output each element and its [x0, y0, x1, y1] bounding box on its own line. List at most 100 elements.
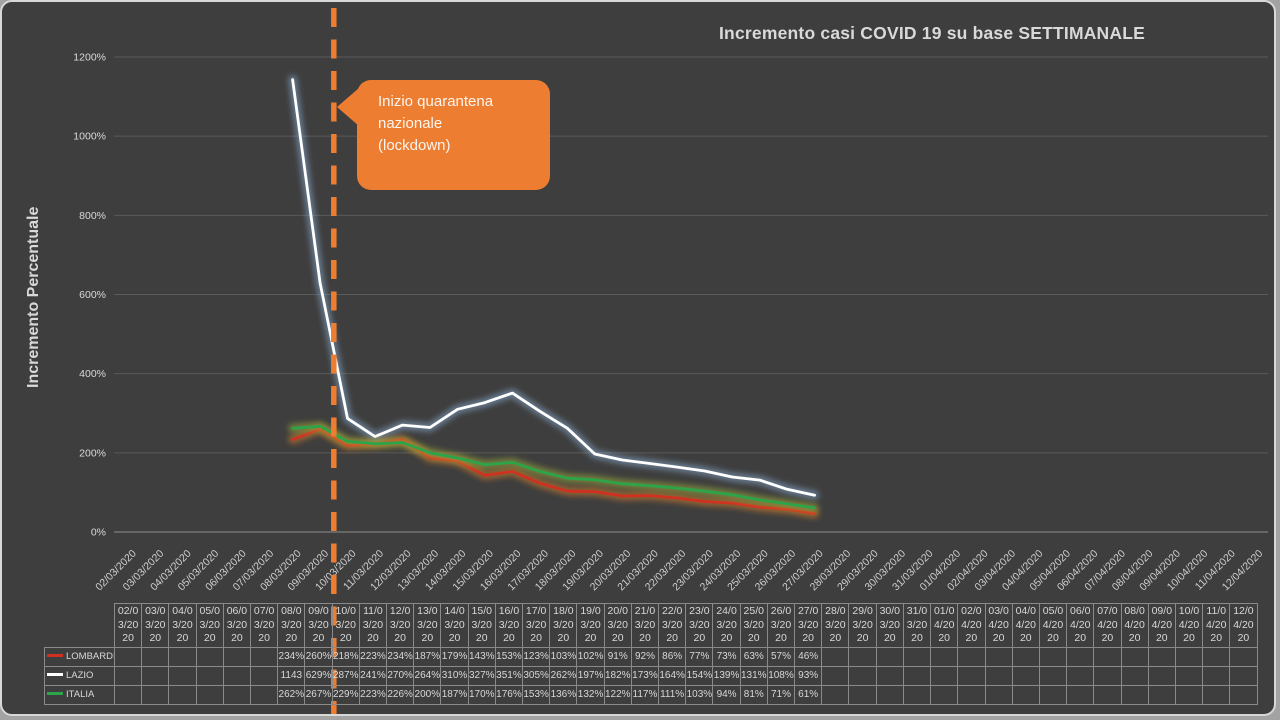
- table-value-cell: [1120, 684, 1149, 705]
- x-tick-label: 07/04/2020: [1082, 548, 1128, 594]
- table-value-cell: 93%: [794, 665, 823, 686]
- table-row-lazio: LAZIO 1143 629% 287% 241% 270% 264% 310% 327% 351…: [44, 665, 1258, 686]
- table-date-header: 31/03/2020: [902, 603, 932, 648]
- table-date-header: 15/03/2020: [467, 603, 496, 648]
- table-value-cell: 103%: [549, 646, 578, 667]
- table-value-cell: [957, 665, 986, 686]
- table-value-cell: 262%: [549, 665, 578, 686]
- table-value-cell: 173%: [630, 665, 660, 686]
- table-value-cell: [222, 684, 252, 705]
- table-value-cell: 77%: [685, 646, 714, 667]
- table-value-cell: [902, 684, 932, 705]
- table-value-cell: [141, 646, 170, 667]
- table-date-header: 17/03/2020: [522, 603, 551, 648]
- table-value-cell: [848, 665, 877, 686]
- table-value-cell: 153%: [494, 646, 524, 667]
- table-value-cell: 327%: [467, 665, 496, 686]
- table-value-cell: 154%: [685, 665, 714, 686]
- table-date-header: 13/03/2020: [413, 603, 442, 648]
- table-date-header: 16/03/2020: [494, 603, 524, 648]
- table-value-cell: 103%: [685, 684, 714, 705]
- table-date-header: 05/04/2020: [1038, 603, 1068, 648]
- gridlines: [114, 56, 1268, 533]
- x-tick-label: 26/03/2020: [753, 548, 799, 594]
- table-value-cell: 57%: [766, 646, 796, 667]
- table-date-header: 06/04/2020: [1066, 603, 1095, 648]
- table-date-header: 25/03/2020: [739, 603, 768, 648]
- table-value-cell: 223%: [358, 646, 388, 667]
- table-value-cell: 218%: [331, 646, 360, 667]
- x-tick-label: 25/03/2020: [725, 548, 771, 594]
- table-value-cell: [222, 646, 252, 667]
- table-value-cell: [848, 684, 877, 705]
- table-date-header: 29/03/2020: [848, 603, 877, 648]
- x-tick-label: 14/03/2020: [423, 548, 469, 594]
- table-value-cell: [930, 665, 959, 686]
- table-value-cell: [1174, 684, 1204, 705]
- table-value-cell: [1066, 665, 1095, 686]
- data-table: 02/03/2020 03/03/2020 04/03/2020 05/03/2020…: [44, 603, 1258, 705]
- x-tick-label: 16/03/2020: [478, 548, 524, 594]
- table-value-cell: 122%: [603, 684, 632, 705]
- x-tick-label: 24/03/2020: [698, 548, 744, 594]
- legend-item-italia: ITALIA: [44, 684, 115, 705]
- table-value-cell: [195, 684, 224, 705]
- table-corner-cell: [45, 604, 115, 648]
- table-date-header: 10/04/2020: [1174, 603, 1204, 648]
- table-value-cell: [1038, 665, 1068, 686]
- table-value-cell: 92%: [630, 646, 660, 667]
- chart-title: Incremento casi COVID 19 su base SETTIMA…: [719, 23, 1145, 43]
- table-value-cell: [1093, 684, 1122, 705]
- table-value-cell: [222, 665, 252, 686]
- x-tick-label: 06/03/2020: [203, 548, 249, 594]
- table-value-cell: 310%: [440, 665, 469, 686]
- table-date-header: 14/03/2020: [440, 603, 469, 648]
- table-value-cell: 223%: [358, 684, 388, 705]
- x-tick-label: 28/03/2020: [808, 548, 854, 594]
- table-value-cell: 267%: [304, 684, 333, 705]
- table-date-header: 23/03/2020: [685, 603, 714, 648]
- table-date-header: 01/04/2020: [930, 603, 959, 648]
- table-value-cell: 270%: [386, 665, 415, 686]
- x-tick-label: 19/03/2020: [560, 548, 606, 594]
- table-value-cell: 81%: [739, 684, 768, 705]
- table-value-cell: [250, 684, 279, 705]
- table-date-header: 07/04/2020: [1093, 603, 1122, 648]
- table-value-cell: 351%: [494, 665, 524, 686]
- x-axis-tick-labels: 02/03/202003/03/202004/03/202005/03/2020…: [93, 548, 1265, 594]
- table-value-cell: [984, 684, 1013, 705]
- table-date-header: 12/04/2020: [1229, 603, 1258, 648]
- table-value-cell: 102%: [576, 646, 605, 667]
- legend-label: ITALIA: [66, 689, 95, 700]
- table-value-cell: [1120, 665, 1149, 686]
- table-value-cell: [195, 665, 224, 686]
- table-value-cell: 260%: [304, 646, 333, 667]
- table-value-cell: [1066, 646, 1095, 667]
- x-tick-label: 10/03/2020: [313, 548, 359, 594]
- table-value-cell: 164%: [658, 665, 687, 686]
- table-value-cell: [875, 684, 904, 705]
- x-tick-label: 20/03/2020: [588, 548, 634, 594]
- table-value-cell: 63%: [739, 646, 768, 667]
- table-value-cell: 176%: [494, 684, 524, 705]
- table-value-cell: [141, 665, 170, 686]
- x-tick-label: 04/03/2020: [148, 548, 194, 594]
- table-date-header: 20/03/2020: [603, 603, 632, 648]
- y-axis-tick-labels: 0% 200% 400% 600% 800% 1000% 1200%: [73, 52, 106, 539]
- table-date-header: 05/03/2020: [195, 603, 224, 648]
- table-value-cell: [984, 646, 1013, 667]
- table-value-cell: [875, 665, 904, 686]
- x-tick-label: 06/04/2020: [1055, 548, 1101, 594]
- table-value-cell: 94%: [712, 684, 741, 705]
- table-value-cell: [250, 646, 279, 667]
- table-date-header: 30/03/2020: [875, 603, 904, 648]
- x-tick-label: 11/03/2020: [341, 548, 386, 593]
- table-value-cell: [168, 684, 197, 705]
- table-value-cell: [113, 684, 143, 705]
- x-tick-label: 02/04/2020: [945, 548, 991, 594]
- table-value-cell: 139%: [712, 665, 741, 686]
- table-value-cell: [1011, 646, 1040, 667]
- table-date-header: 11/04/2020: [1202, 603, 1231, 648]
- series-line-lombardia: [291, 427, 816, 516]
